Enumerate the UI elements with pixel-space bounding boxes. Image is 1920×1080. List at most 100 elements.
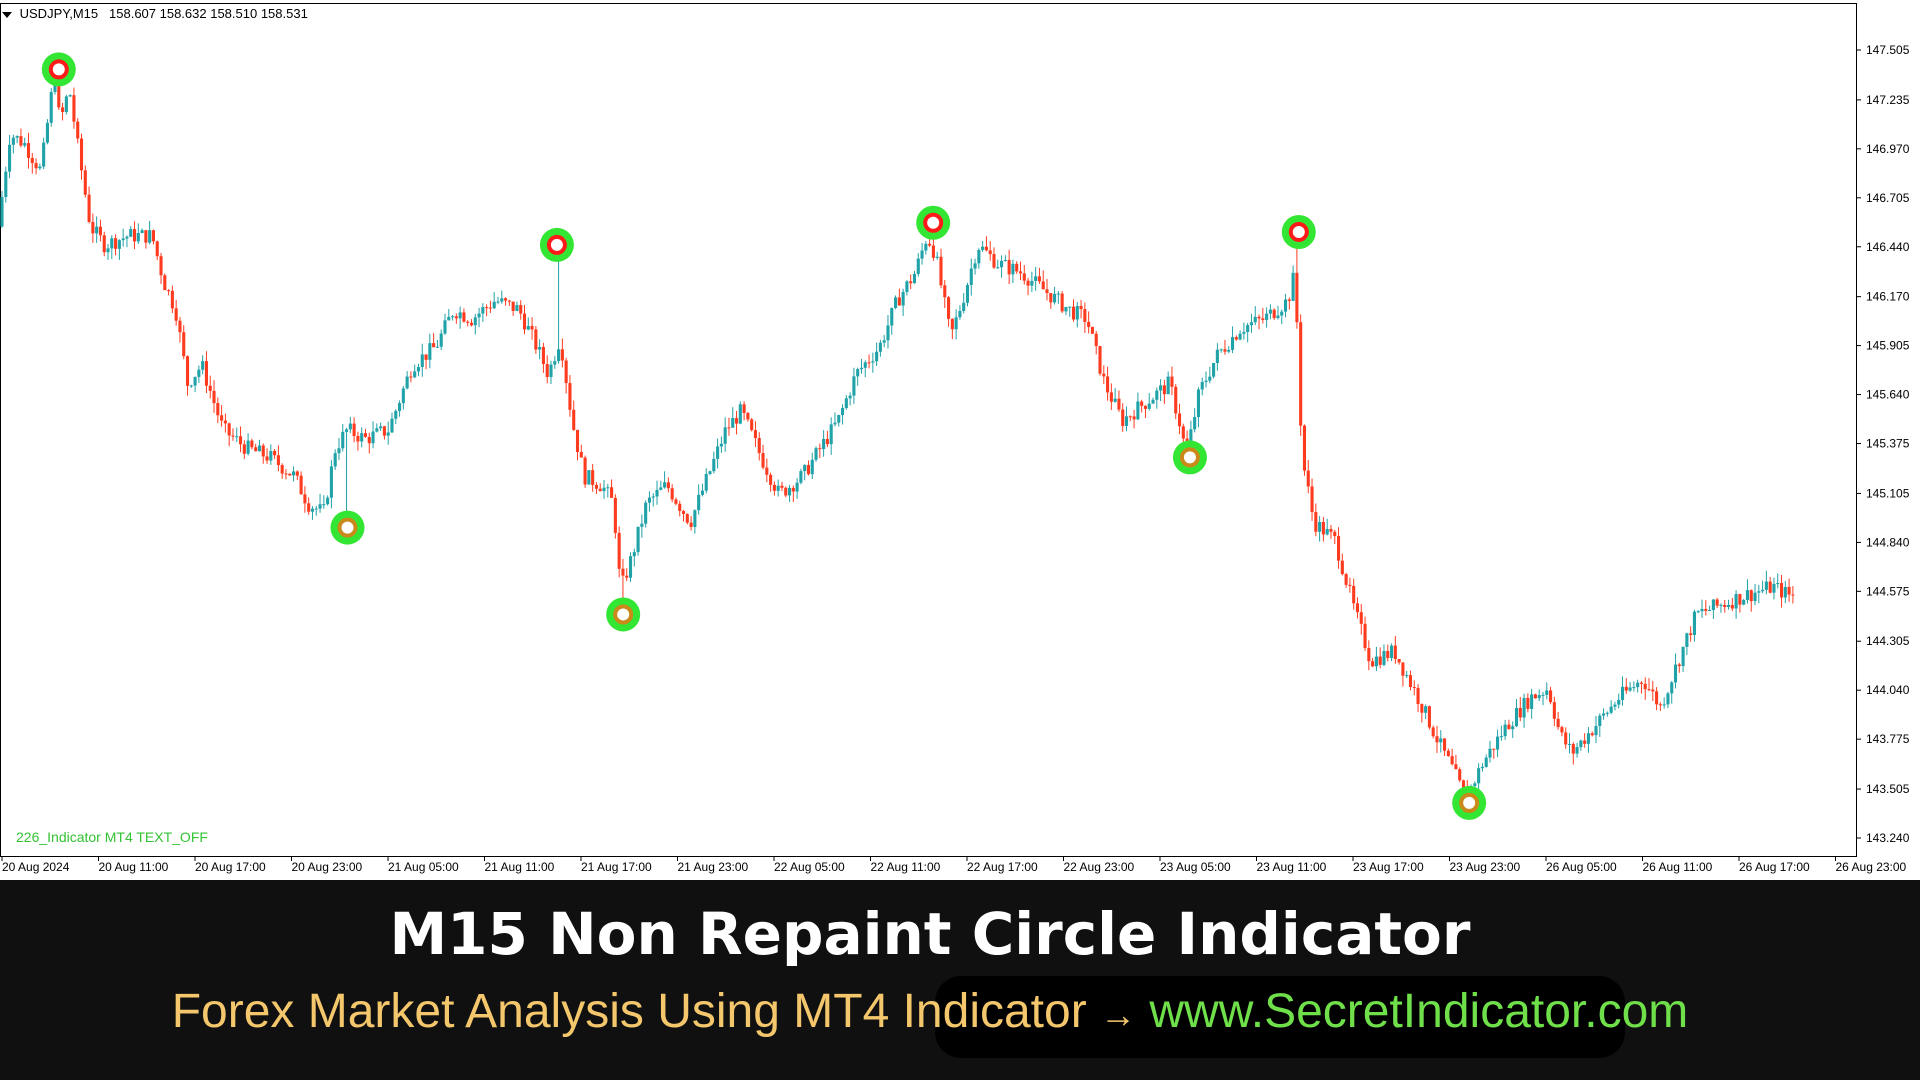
candle-body — [806, 465, 811, 475]
candle-body — [583, 457, 587, 485]
candle-body — [803, 465, 807, 472]
candle-body — [341, 431, 345, 449]
y-tick-label: 143.775 — [1866, 732, 1910, 746]
candle-body — [1499, 736, 1503, 738]
candle-body — [670, 488, 674, 500]
candle-body — [1632, 687, 1636, 689]
candle-body — [606, 487, 610, 489]
candle-body — [208, 385, 212, 391]
candle-body — [996, 267, 1000, 269]
candle-body — [1056, 293, 1060, 295]
candle-body — [515, 305, 519, 311]
candle-body — [1711, 599, 1715, 610]
candle-body — [1022, 273, 1026, 281]
candle-body — [432, 343, 436, 348]
candle-body — [1776, 583, 1780, 585]
candle-body — [867, 362, 871, 364]
candle-body — [1431, 727, 1435, 737]
candle-body — [1140, 401, 1144, 406]
candle-body — [1340, 560, 1344, 575]
candle-body — [1545, 690, 1549, 695]
candle-body — [1215, 349, 1219, 363]
candle-body — [1257, 316, 1261, 319]
candle-body — [1651, 689, 1655, 692]
candle-body — [924, 243, 928, 251]
y-tick-label: 144.575 — [1866, 584, 1910, 598]
candle-body — [1567, 744, 1572, 746]
candle-body — [223, 420, 227, 424]
candle-body — [1723, 604, 1727, 607]
candle-body — [42, 142, 46, 167]
candle-body — [318, 504, 322, 509]
candle-body — [1223, 349, 1227, 352]
candle-body — [23, 143, 27, 146]
candle-body — [1397, 659, 1401, 663]
candle-body — [269, 450, 273, 461]
candle-body — [132, 229, 137, 242]
x-tick-label: 21 Aug 11:00 — [485, 860, 555, 874]
candle-body — [549, 364, 553, 377]
candle-body — [1147, 403, 1151, 409]
candle-body — [530, 325, 534, 330]
candle-body — [1348, 584, 1352, 586]
candle-body — [1196, 389, 1201, 418]
candle-body — [810, 459, 814, 475]
candle-body — [950, 318, 954, 330]
high-signal-dot — [1288, 221, 1309, 242]
candle-body — [886, 325, 890, 341]
candle-body — [1321, 522, 1325, 535]
candle-body — [636, 526, 640, 553]
ohlc-values: 158.607 158.632 158.510 158.531 — [109, 6, 308, 21]
candle-body — [1745, 590, 1750, 600]
candle-body — [1427, 706, 1431, 728]
candle-body — [488, 307, 492, 309]
candle-body — [344, 429, 349, 432]
candle-body — [314, 508, 318, 510]
candle-body — [1742, 599, 1746, 605]
candle-body — [882, 340, 886, 343]
candle-body — [1617, 699, 1621, 705]
candle-body — [193, 376, 197, 386]
candle-body — [1276, 315, 1280, 319]
candle-body — [261, 445, 265, 457]
candle-body — [602, 487, 606, 492]
candle-body — [1071, 306, 1076, 320]
candle-body — [1598, 715, 1602, 727]
candle-body — [575, 429, 580, 453]
dropdown-triangle-icon[interactable] — [2, 11, 12, 18]
candle-body — [1246, 325, 1250, 332]
candle-body — [151, 230, 155, 242]
candle-body — [1692, 611, 1696, 635]
candle-body — [856, 369, 860, 377]
candle-body — [685, 514, 689, 523]
candle-body — [1166, 376, 1170, 395]
candle-body — [398, 403, 402, 411]
candle-body — [1564, 732, 1568, 745]
candle-body — [284, 473, 288, 475]
candle-body — [64, 96, 68, 113]
candle-body — [644, 502, 648, 524]
candle-body — [1704, 608, 1708, 611]
candle-body — [238, 436, 243, 445]
candle-body — [1420, 704, 1424, 713]
candle-body — [545, 364, 549, 377]
candle-body — [1382, 651, 1386, 665]
candle-body — [591, 470, 595, 485]
candle-body — [1685, 633, 1689, 647]
high-signal-dot — [923, 212, 944, 233]
candle-body — [1518, 707, 1522, 718]
website-link[interactable]: www.SecretIndicator.com — [1149, 985, 1689, 1038]
candle-body — [901, 291, 905, 306]
candle-body — [1212, 362, 1216, 377]
candle-body — [954, 317, 958, 330]
candle-body — [428, 343, 432, 360]
candle-body — [1053, 293, 1057, 303]
candle-body — [1003, 259, 1007, 261]
candle-body — [1272, 309, 1276, 319]
candle-body — [678, 503, 682, 511]
candle-body — [170, 290, 174, 309]
candle-body — [204, 361, 209, 386]
y-tick-label: 145.105 — [1866, 486, 1910, 500]
candle-body — [447, 316, 451, 321]
candle-body — [560, 349, 564, 361]
